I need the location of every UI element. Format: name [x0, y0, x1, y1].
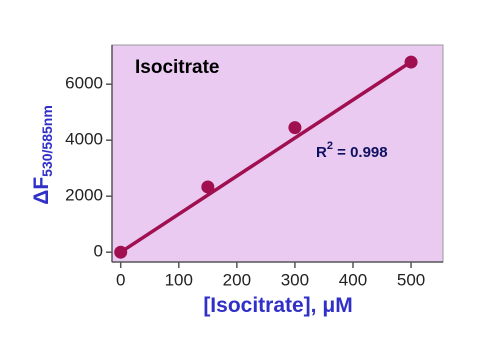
point — [114, 245, 128, 259]
x-label-unit: μM — [322, 294, 352, 317]
y-tick-label: 2000 — [65, 186, 103, 205]
x-tick-label: 500 — [397, 270, 425, 289]
point — [404, 55, 418, 69]
y-axis-label: ΔF530/585nm — [30, 105, 55, 205]
x-tick-label: 200 — [223, 270, 251, 289]
x-axis-label: [Isocitrate], μM — [203, 294, 352, 317]
y-label-sub: 530/585nm — [39, 105, 55, 177]
point — [201, 180, 215, 194]
y-label-main: ΔF — [30, 177, 53, 205]
fit-line — [119, 60, 413, 254]
annotation-base: R — [316, 144, 327, 161]
plot-area — [111, 44, 444, 263]
annotation: R2 = 0.998 — [316, 140, 388, 161]
chart-title: Isocitrate — [135, 57, 219, 78]
y-tick-label: 0 — [94, 242, 103, 261]
x-tick-label: 300 — [281, 270, 309, 289]
y-tick-label: 6000 — [65, 74, 103, 93]
x-tick-label: 0 — [116, 270, 125, 289]
point — [288, 121, 302, 135]
x-label-main: [Isocitrate], — [203, 294, 322, 317]
y-tick-label: 4000 — [65, 130, 103, 149]
x-tick-label: 400 — [339, 270, 367, 289]
annotation-sup: 2 — [327, 140, 333, 152]
x-tick-label: 100 — [165, 270, 193, 289]
annotation-rest: = 0.998 — [333, 144, 388, 161]
